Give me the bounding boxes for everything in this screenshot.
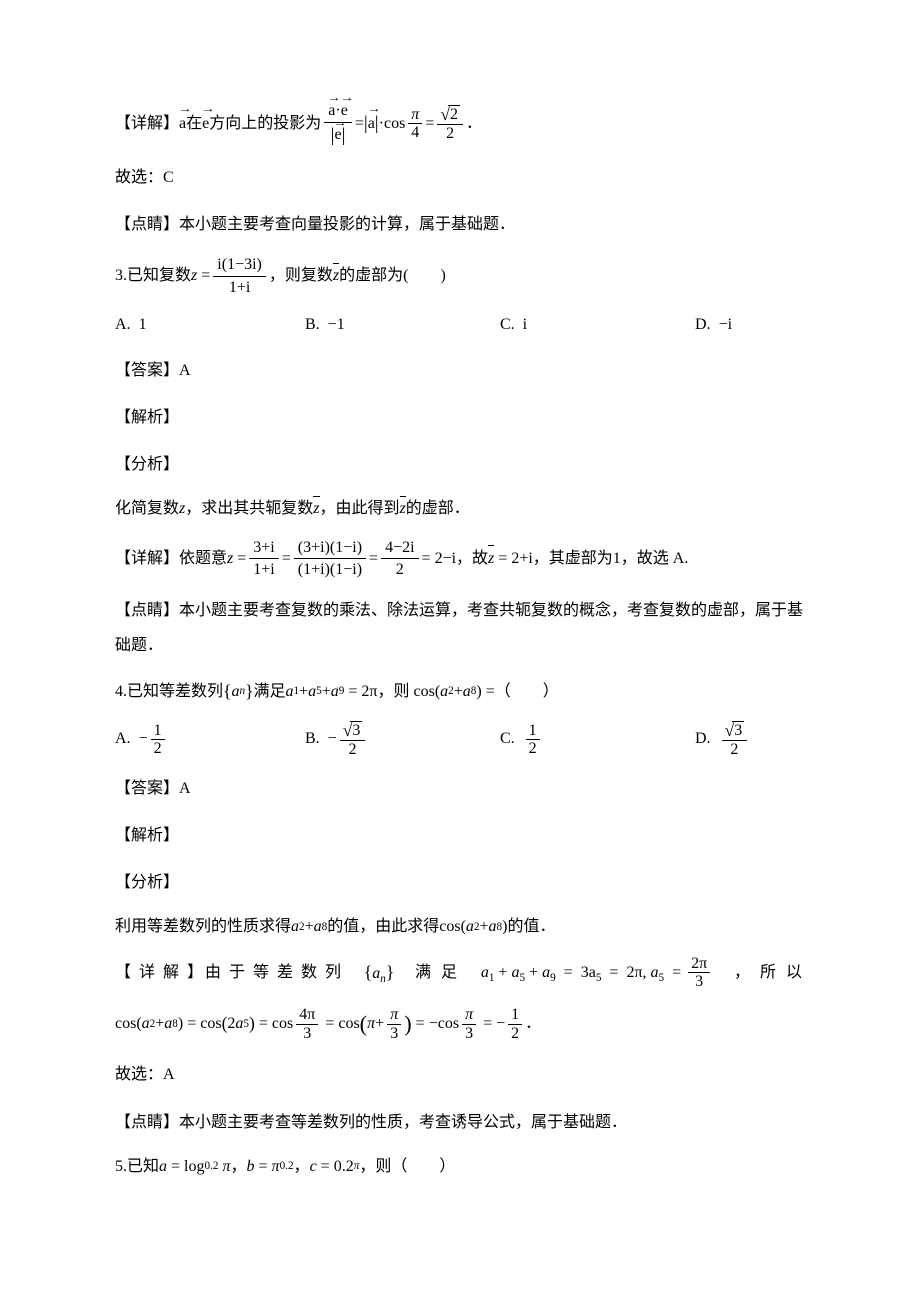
- q4-option-c: C. 12: [500, 722, 695, 758]
- fraction-pi4: π 4: [408, 106, 422, 142]
- q4-stem: 4. 已知等差数列 {an} 满足 a1 + a5 + a9 = 2π ，则 c…: [115, 675, 805, 708]
- q5-stem: 5. 已知 a = log0.2 π ， b = π0.2 ， c = 0.2π…: [115, 1152, 805, 1182]
- frac2: (3+i)(1−i) (1+i)(1−i): [294, 537, 366, 581]
- fraction: i(1−3i) 1+i: [213, 254, 266, 298]
- abs-a: a: [364, 106, 379, 142]
- fraction-sqrt2-2: √2 2: [437, 105, 463, 143]
- frac1: 3+i 1+i: [249, 537, 278, 581]
- q3-jiexi: 【解析】: [115, 400, 805, 435]
- q3-detail: 【详解】依题意 z = 3+i 1+i = (3+i)(1−i) (1+i)(1…: [115, 537, 805, 581]
- q4-fenxi: 【分析】: [115, 865, 805, 900]
- q3-fenxi-text: 化简复数 z ，求出其共轭复数 z ，由此得到 z 的虚部．: [115, 494, 805, 524]
- q4-options: A. − 12 B. − √32 C. 12 D. √32: [115, 721, 805, 759]
- q4-jiexi: 【解析】: [115, 818, 805, 853]
- q2-dianjing: 【点睛】本小题主要考查向量投影的计算，属于基础题．: [115, 207, 805, 242]
- text: 已知复数: [127, 261, 191, 291]
- text: 方向上的投影为: [209, 109, 321, 139]
- q3-option-a: A. 1: [115, 310, 305, 340]
- q3-number: 3.: [115, 261, 127, 291]
- vector-a: a: [179, 109, 186, 139]
- q4-conclusion: 故选：A: [115, 1057, 805, 1092]
- q4-detail-line1: 【 详 解 】由 于 等 差 数 列 {an} 满 足 a1 + a5 + a9…: [115, 955, 805, 991]
- q4-detail-line2: cos( a2 + a8 ) = cos( 2a5 ) = cos 4π3 = …: [115, 1003, 805, 1046]
- fraction: a·e e: [324, 100, 352, 148]
- equals: =: [355, 109, 364, 139]
- q3-option-c: C. i: [500, 310, 695, 340]
- z: z: [191, 261, 197, 291]
- text: ，则复数: [269, 261, 333, 291]
- frac3: 4−2i 2: [381, 537, 418, 581]
- q3-option-b: B. −1: [305, 310, 500, 340]
- q4-fenxi-text: 利用等差数列的性质求得 a2 + a8 的值，由此求得cos( a2 + a8 …: [115, 912, 805, 942]
- q3-dianjing: 【点睛】本小题主要考查复数的乘法、除法运算，考查共轭复数的概念，考查复数的虚部，…: [115, 593, 805, 663]
- q3-options: A. 1 B. −1 C. i D. −i: [115, 310, 805, 340]
- period: ．: [466, 109, 482, 139]
- detail-label: 【详解】: [115, 109, 179, 139]
- z-bar: z: [333, 261, 339, 291]
- text: 的虚部为( ): [339, 261, 446, 291]
- equals: =: [425, 109, 434, 139]
- q3-stem: 3. 已知复数 z = i(1−3i) 1+i ，则复数 z 的虚部为( ): [115, 254, 805, 298]
- q2-detail: 【详解】 a 在 e 方向上的投影为 a·e e = a · cos π 4 =…: [115, 100, 805, 148]
- q3-option-d: D. −i: [695, 310, 732, 340]
- q4-answer: 【答案】A: [115, 771, 805, 806]
- vector-e: e: [202, 109, 209, 139]
- q4-option-b: B. − √32: [305, 721, 500, 759]
- cos: cos: [384, 109, 405, 139]
- q2-conclusion: 故选：C: [115, 160, 805, 195]
- q4-dianjing: 【点睛】本小题主要考查等差数列的性质，考查诱导公式，属于基础题．: [115, 1105, 805, 1140]
- q3-answer: 【答案】A: [115, 353, 805, 388]
- q4-option-d: D. √32: [695, 721, 750, 759]
- q4-option-a: A. − 12: [115, 722, 305, 758]
- q3-fenxi: 【分析】: [115, 447, 805, 482]
